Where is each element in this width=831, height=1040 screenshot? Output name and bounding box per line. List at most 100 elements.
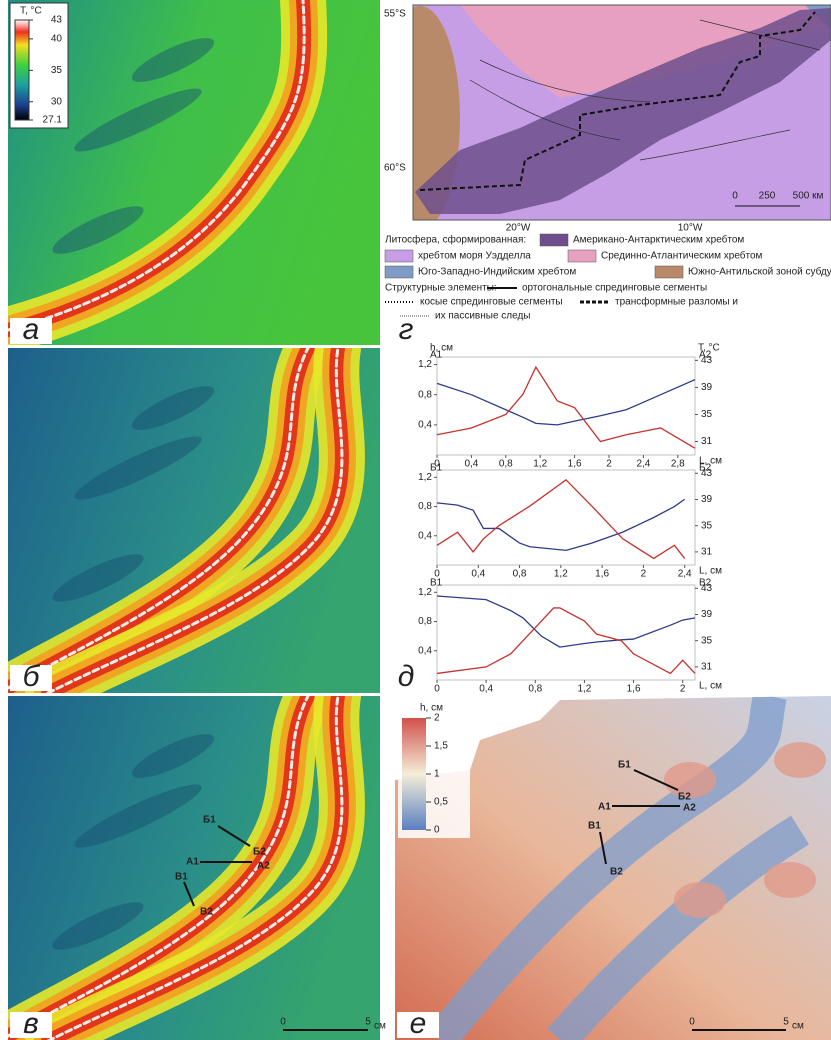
- legend-label: трансформные разломы и: [615, 296, 738, 308]
- x-tick-label: 2,4: [678, 569, 692, 580]
- profile-start: А1: [430, 350, 443, 361]
- panel-letter: е: [410, 1007, 427, 1040]
- y2-tick-label: 31: [701, 547, 713, 558]
- profile-end: Б2: [699, 463, 712, 474]
- y2-tick-label: 39: [701, 494, 713, 505]
- legend-title: Литосфера, сформированная:: [385, 234, 526, 246]
- colorbar-label: 1: [434, 769, 440, 780]
- y-tick-label: 0,8: [418, 389, 432, 400]
- x-tick-label: 1,2: [577, 684, 591, 695]
- y2-tick-label: 35: [701, 520, 713, 531]
- thermal-image: [8, 696, 380, 1040]
- colorbar-label: 30: [51, 96, 63, 107]
- profile-line: [437, 367, 695, 448]
- x-axis-label: L, см: [699, 566, 722, 577]
- legend-swatch: [385, 266, 413, 278]
- panel-letter: б: [23, 660, 41, 693]
- y-tick-label: 0,4: [418, 419, 432, 430]
- profile-line: [437, 608, 695, 674]
- scale-label: 500 км: [793, 191, 824, 202]
- lon-label: 10°W: [678, 223, 703, 234]
- x-tick-label: 0,8: [499, 459, 513, 470]
- colorbar-label: 35: [51, 65, 63, 76]
- legend-swatch: [568, 250, 596, 262]
- lon-label: 20°W: [506, 223, 531, 234]
- x-tick-label: 0,8: [513, 569, 527, 580]
- y2-tick-label: 39: [701, 382, 713, 393]
- x-tick-label: 1,2: [533, 459, 547, 470]
- colorbar-title: h, см: [420, 703, 443, 714]
- colorbar-label: 0: [434, 825, 440, 836]
- legend-label: косые спрединговые сегменты: [420, 297, 563, 308]
- x-tick-label: 0,4: [464, 459, 478, 470]
- x-tick-label: 2: [641, 569, 647, 580]
- profile-point: В2: [200, 907, 213, 918]
- x-tick-label: 1,6: [568, 459, 582, 470]
- scale-label: 0: [732, 191, 738, 202]
- x-tick-label: 2,4: [636, 459, 650, 470]
- scale-unit: см: [792, 1021, 804, 1032]
- profile-point: Б1: [618, 760, 631, 771]
- x-tick-label: 0,4: [471, 569, 485, 580]
- profile-point: В2: [610, 867, 623, 878]
- y-tick-label: 0,8: [418, 501, 432, 512]
- legend-swatch: [655, 266, 683, 278]
- colorbar-label: 40: [51, 34, 63, 45]
- colorbar-label: 0,5: [434, 797, 448, 808]
- profile-point: Б2: [253, 847, 266, 858]
- panel-letter: в: [23, 1007, 39, 1040]
- legend-label: ортогональные спрединговые сегменты: [522, 283, 707, 294]
- y2-tick-label: 31: [701, 436, 713, 447]
- x-tick-label: 2: [680, 684, 686, 695]
- profile-line: [437, 480, 685, 559]
- legend-label: Юго-Западно-Индийским хребтом: [418, 266, 576, 278]
- legend-title: Структурные элементы:: [385, 283, 497, 294]
- profile-point: А1: [186, 857, 199, 868]
- legend-label: хребтом моря Уэдделла: [418, 250, 531, 262]
- colorbar-label: 43: [51, 15, 63, 26]
- lat-label: 55°S: [384, 9, 406, 20]
- profile-start: Б1: [430, 463, 443, 474]
- x-tick-label: 2: [606, 459, 612, 470]
- legend-swatch: [385, 250, 413, 262]
- colorbar: [402, 718, 426, 830]
- scale-unit: см: [374, 1021, 386, 1032]
- y2-tick-label: 31: [701, 662, 713, 673]
- x-tick-label: 1,2: [554, 569, 568, 580]
- y2-tick-label: 35: [701, 635, 713, 646]
- profile-line: [437, 499, 685, 550]
- scale-label: 5: [365, 1017, 371, 1028]
- x-axis-label: L, см: [699, 681, 722, 692]
- dem-mound: [774, 742, 826, 778]
- profile-point: А2: [257, 861, 270, 872]
- page: T, °C4340353027.1Б1Б2А1А2В1В205см55°S60°…: [0, 0, 831, 1040]
- panel-letter: а: [23, 313, 40, 346]
- thermal-image: [8, 348, 380, 693]
- profile-point: Б2: [678, 792, 691, 803]
- x-tick-label: 2,8: [671, 459, 685, 470]
- profile-end: В2: [699, 578, 712, 589]
- panel-letter: г: [399, 313, 414, 346]
- profile-line: [437, 380, 695, 425]
- plot-frame: [437, 357, 695, 455]
- y-tick-label: 0,8: [418, 616, 432, 627]
- lat-label: 60°S: [384, 163, 406, 174]
- y2-tick-label: 35: [701, 409, 713, 420]
- colorbar-label: 27.1: [43, 115, 63, 126]
- profile-point: В1: [588, 821, 601, 832]
- figure: T, °C4340353027.1Б1Б2А1А2В1В205см55°S60°…: [0, 0, 831, 1040]
- colorbar-label: 2: [434, 713, 440, 724]
- x-tick-label: 0,4: [479, 684, 493, 695]
- scale-label: 250: [759, 191, 776, 202]
- colorbar-title: T, °C: [20, 6, 42, 17]
- legend-swatch: [540, 234, 568, 246]
- scale-label: 0: [689, 1017, 695, 1028]
- panel-letter: д: [398, 660, 415, 693]
- y-tick-label: 0,4: [418, 530, 432, 541]
- x-tick-label: 1,6: [595, 569, 609, 580]
- profile-start: В1: [430, 578, 443, 589]
- x-tick-label: 0,8: [528, 684, 542, 695]
- scale-label: 0: [280, 1017, 286, 1028]
- legend-label: Американо-Антарктическим хребтом: [573, 234, 744, 246]
- profile-point: В1: [175, 872, 188, 883]
